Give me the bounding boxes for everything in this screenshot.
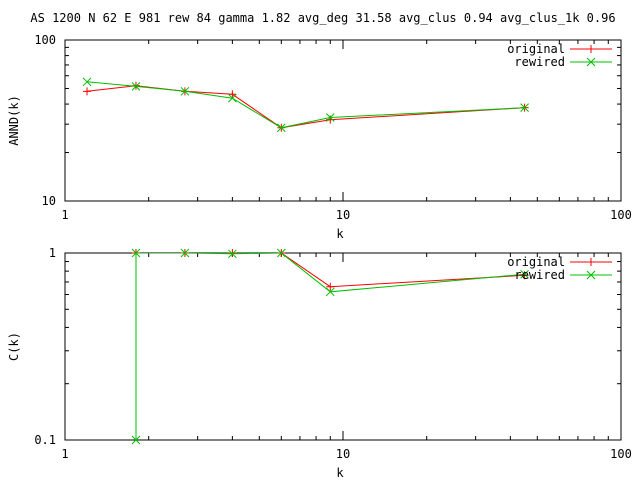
y-tick-label: 0.1 bbox=[34, 433, 56, 447]
x-tick-label: 100 bbox=[610, 447, 632, 461]
data-point-rewired bbox=[228, 249, 237, 259]
series-line-rewired bbox=[135, 253, 525, 440]
legend-marker-rewired bbox=[586, 270, 596, 280]
series-line-rewired bbox=[86, 81, 525, 129]
data-point-rewired bbox=[131, 248, 141, 258]
data-point-original bbox=[228, 90, 237, 99]
x-tick-label: 100 bbox=[610, 208, 632, 222]
y-axis-label: C(k) bbox=[7, 332, 21, 361]
y-tick-label: 100 bbox=[34, 33, 56, 47]
data-point-original bbox=[326, 282, 335, 291]
x-axis-label: k bbox=[336, 227, 344, 241]
legend-label-original: original bbox=[507, 255, 565, 269]
data-point-rewired bbox=[131, 82, 141, 91]
data-point-rewired bbox=[82, 77, 92, 87]
data-point-rewired bbox=[276, 248, 286, 258]
legend-marker-rewired bbox=[586, 57, 596, 67]
data-point-rewired bbox=[325, 113, 335, 122]
data-point-rewired bbox=[131, 435, 141, 445]
chart-title: AS 1200 N 62 E 981 rew 84 gamma 1.82 avg… bbox=[30, 11, 615, 25]
y-tick-label: 10 bbox=[42, 194, 56, 208]
x-tick-label: 1 bbox=[61, 447, 68, 461]
data-point-rewired bbox=[228, 93, 237, 103]
legend-label-original: original bbox=[507, 42, 565, 56]
y-axis-label: ANND(k) bbox=[7, 95, 21, 146]
x-axis-label: k bbox=[336, 466, 344, 480]
legend-label-rewired: rewired bbox=[514, 55, 565, 69]
legend-label-rewired: rewired bbox=[514, 268, 565, 282]
data-point-original bbox=[228, 249, 237, 257]
data-point-rewired bbox=[325, 287, 335, 297]
x-tick-label: 10 bbox=[336, 447, 350, 461]
data-point-rewired bbox=[520, 269, 529, 279]
y-tick-label: 1 bbox=[49, 246, 56, 260]
series-line-original bbox=[86, 85, 525, 129]
data-point-rewired bbox=[180, 86, 190, 96]
data-point-original bbox=[83, 87, 92, 96]
data-point-rewired bbox=[276, 123, 286, 133]
x-tick-label: 1 bbox=[61, 208, 68, 222]
data-point-original bbox=[520, 271, 529, 280]
series-line-original bbox=[136, 253, 525, 288]
legend-marker-original bbox=[587, 258, 595, 266]
legend-marker-original bbox=[587, 45, 595, 53]
x-tick-label: 10 bbox=[336, 208, 350, 222]
data-point-rewired bbox=[180, 248, 190, 258]
data-point-rewired bbox=[520, 103, 529, 113]
